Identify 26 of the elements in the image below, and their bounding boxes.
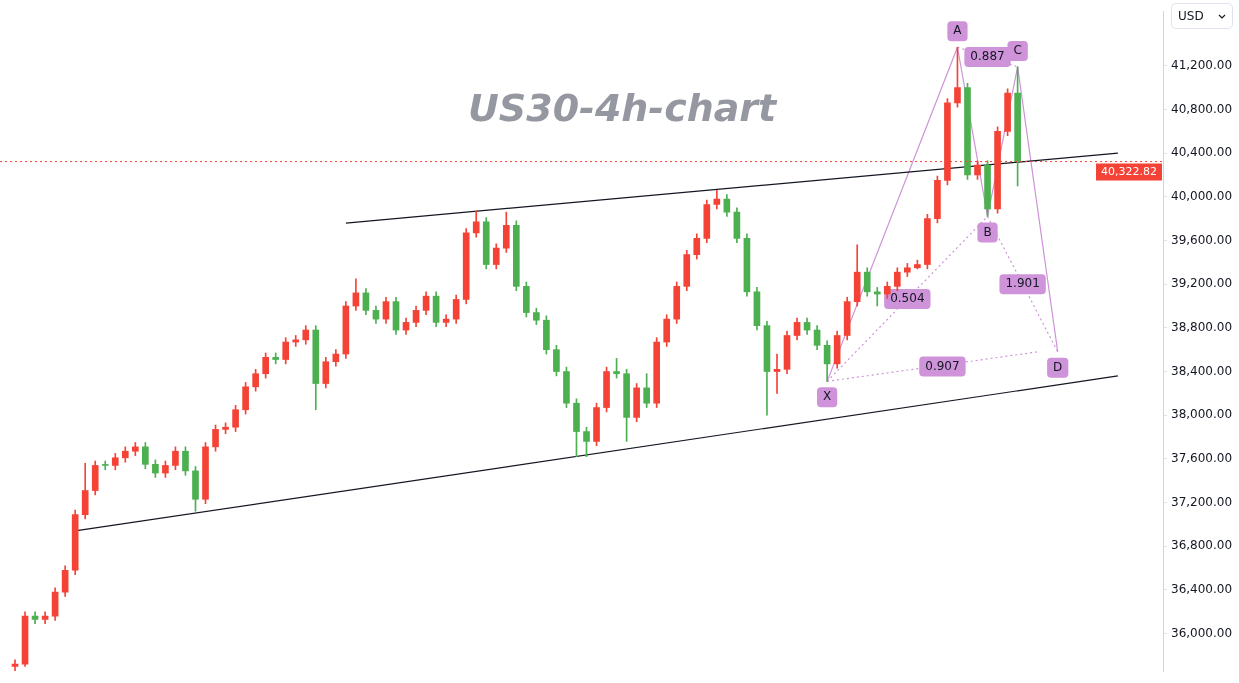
annotation: X <box>823 389 832 404</box>
y-tick-label: 39,200.00 <box>1171 276 1233 291</box>
y-tick-label: 40,800.00 <box>1171 101 1233 116</box>
annotation: 0.504 <box>890 291 925 306</box>
annotation: D <box>1053 360 1063 374</box>
y-axis-title: USD <box>1178 9 1204 23</box>
annotation: A <box>953 23 963 38</box>
y-tick-label: 37,600.00 <box>1171 451 1233 465</box>
annotation: C <box>1013 43 1022 58</box>
y-tick-label: 37,200.00 <box>1171 494 1233 509</box>
y-tick-label: 38,000.00 <box>1171 407 1233 422</box>
y-tick-label: 40,400.00 <box>1171 145 1233 160</box>
y-tick-label: 40,000.00 <box>1171 188 1233 203</box>
ref-line-label: 40,322.82 <box>1101 164 1157 178</box>
y-tick-label: 38,800.00 <box>1171 319 1233 334</box>
y-tick-label: 36,000.00 <box>1171 625 1233 640</box>
annotation: 0.907 <box>925 358 960 373</box>
annotation: 1.901 <box>1005 276 1040 291</box>
y-tick-label: 36,400.00 <box>1171 582 1233 597</box>
text: US30-4h-chart <box>468 86 777 130</box>
annotation: B <box>983 224 992 239</box>
annotation: 0.887 <box>970 49 1005 64</box>
y-tick-label: 36,800.00 <box>1171 538 1233 553</box>
y-tick-label: 39,600.00 <box>1171 232 1233 247</box>
y-tick-label: 38,400.00 <box>1171 363 1233 378</box>
y-tick-label: 41,200.00 <box>1171 57 1233 72</box>
